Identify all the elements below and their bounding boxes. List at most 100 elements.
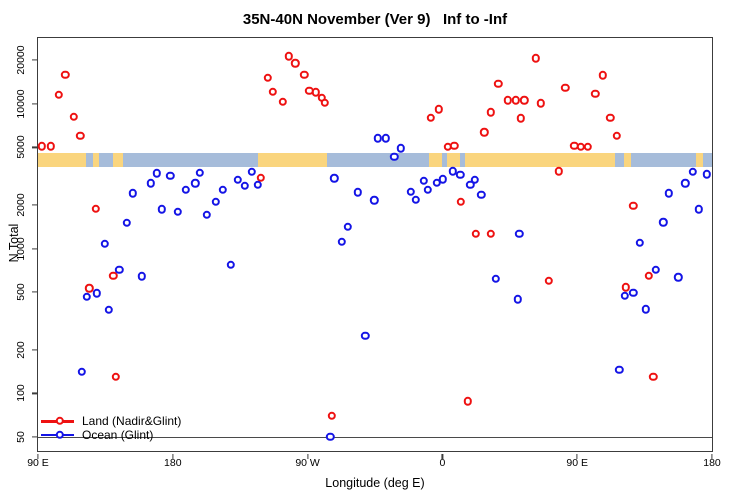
- data-point-ocean: [100, 239, 110, 248]
- data-point-ocean: [390, 152, 399, 161]
- data-point-ocean: [680, 179, 690, 188]
- y-tick: [31, 204, 37, 206]
- surface-band-land: [112, 152, 124, 168]
- data-point-land: [278, 97, 287, 106]
- data-point-land: [621, 283, 631, 292]
- data-point-ocean: [82, 292, 91, 301]
- x-tick-label: 90 W: [295, 457, 320, 469]
- y-tick-label: 5000: [15, 135, 27, 160]
- data-point-land: [471, 229, 481, 238]
- data-point-ocean: [92, 289, 102, 298]
- y-tick: [31, 349, 37, 351]
- data-point-land: [516, 114, 526, 123]
- x-tick-label: 90 E: [566, 457, 588, 469]
- data-point-ocean: [438, 175, 447, 184]
- data-point-land: [494, 79, 503, 89]
- data-point-land: [648, 372, 658, 382]
- data-point-ocean: [104, 305, 113, 314]
- data-point-ocean: [115, 265, 124, 274]
- y-tick: [31, 392, 37, 394]
- data-point-ocean: [226, 260, 236, 269]
- data-point-land: [450, 141, 459, 150]
- data-point-land: [320, 98, 329, 107]
- data-point-land: [561, 83, 570, 92]
- x-tick: [441, 454, 443, 459]
- data-point-land: [583, 142, 592, 151]
- y-tick-label: 20000: [15, 45, 27, 75]
- plot-area: 50 100 200 500 1000 2000 5000 10000 20000 90 E 180…: [15, 37, 721, 469]
- legend-marker-icon: [55, 430, 65, 439]
- x-axis-label: Longitude (deg E): [325, 476, 425, 490]
- data-point-ocean: [240, 181, 250, 191]
- surface-band-land: [446, 152, 461, 168]
- data-point-ocean: [343, 222, 352, 231]
- data-point-land: [300, 70, 309, 80]
- data-point-land: [629, 201, 638, 211]
- data-point-land: [284, 52, 293, 61]
- data-point-ocean: [157, 205, 167, 214]
- data-point-ocean: [326, 432, 335, 442]
- data-point-ocean: [419, 176, 428, 186]
- y-tick-label: 200: [15, 341, 27, 359]
- surface-band-ocean: [442, 152, 447, 168]
- data-point-ocean: [166, 171, 175, 181]
- x-tick: [576, 454, 578, 459]
- data-point-ocean: [396, 144, 406, 153]
- data-point-ocean: [330, 174, 339, 183]
- surface-band-land: [38, 152, 86, 168]
- data-point-land: [61, 70, 70, 80]
- y-tick-label: 10000: [15, 89, 27, 119]
- data-point-ocean: [515, 229, 524, 238]
- data-point-land: [612, 131, 622, 141]
- data-point-land: [463, 397, 472, 406]
- surface-band-land: [464, 152, 615, 168]
- data-point-land: [37, 141, 47, 151]
- surface-band-land: [93, 152, 100, 168]
- data-point-ocean: [466, 180, 475, 189]
- x-tick-label: 0: [439, 457, 446, 469]
- data-point-ocean: [353, 188, 362, 197]
- data-point-land: [76, 131, 85, 141]
- data-point-land: [644, 271, 654, 280]
- data-point-ocean: [195, 168, 205, 177]
- data-point-ocean: [688, 167, 697, 176]
- surface-band-ocean: [631, 152, 696, 168]
- y-tick-label: 2000: [15, 193, 27, 217]
- surface-band-land: [428, 152, 443, 168]
- data-point-land: [291, 58, 300, 68]
- x-tick: [711, 454, 713, 459]
- data-point-land: [69, 112, 78, 122]
- surface-band-ocean: [703, 152, 712, 168]
- x-tick: [307, 454, 309, 459]
- y-tick: [31, 103, 37, 105]
- data-point-ocean: [651, 265, 661, 274]
- surface-band-ocean: [327, 152, 429, 168]
- data-point-ocean: [373, 134, 382, 143]
- data-point-land: [480, 128, 489, 137]
- data-point-land: [554, 166, 563, 176]
- data-point-ocean: [702, 170, 711, 179]
- data-point-ocean: [152, 169, 161, 178]
- y-tick-label: 1000: [15, 236, 27, 261]
- y-tick: [31, 436, 37, 438]
- surface-band-ocean: [460, 152, 465, 168]
- surface-band-ocean: [123, 152, 259, 168]
- data-point-ocean: [77, 367, 87, 376]
- x-tick: [172, 454, 174, 459]
- data-point-land: [536, 99, 546, 108]
- data-point-land: [456, 197, 466, 207]
- data-point-ocean: [411, 195, 421, 204]
- data-point-ocean: [641, 305, 650, 314]
- y-tick: [31, 291, 37, 293]
- data-point-ocean: [406, 187, 416, 196]
- data-point-ocean: [337, 237, 347, 247]
- data-point-land: [268, 87, 277, 96]
- surface-band-land: [258, 152, 328, 168]
- data-point-land: [434, 105, 443, 114]
- data-point-ocean: [664, 189, 673, 198]
- data-point-ocean: [620, 291, 630, 300]
- data-point-ocean: [423, 185, 433, 194]
- surface-band-ocean: [614, 152, 624, 168]
- legend-label: Ocean (Glint): [82, 427, 154, 442]
